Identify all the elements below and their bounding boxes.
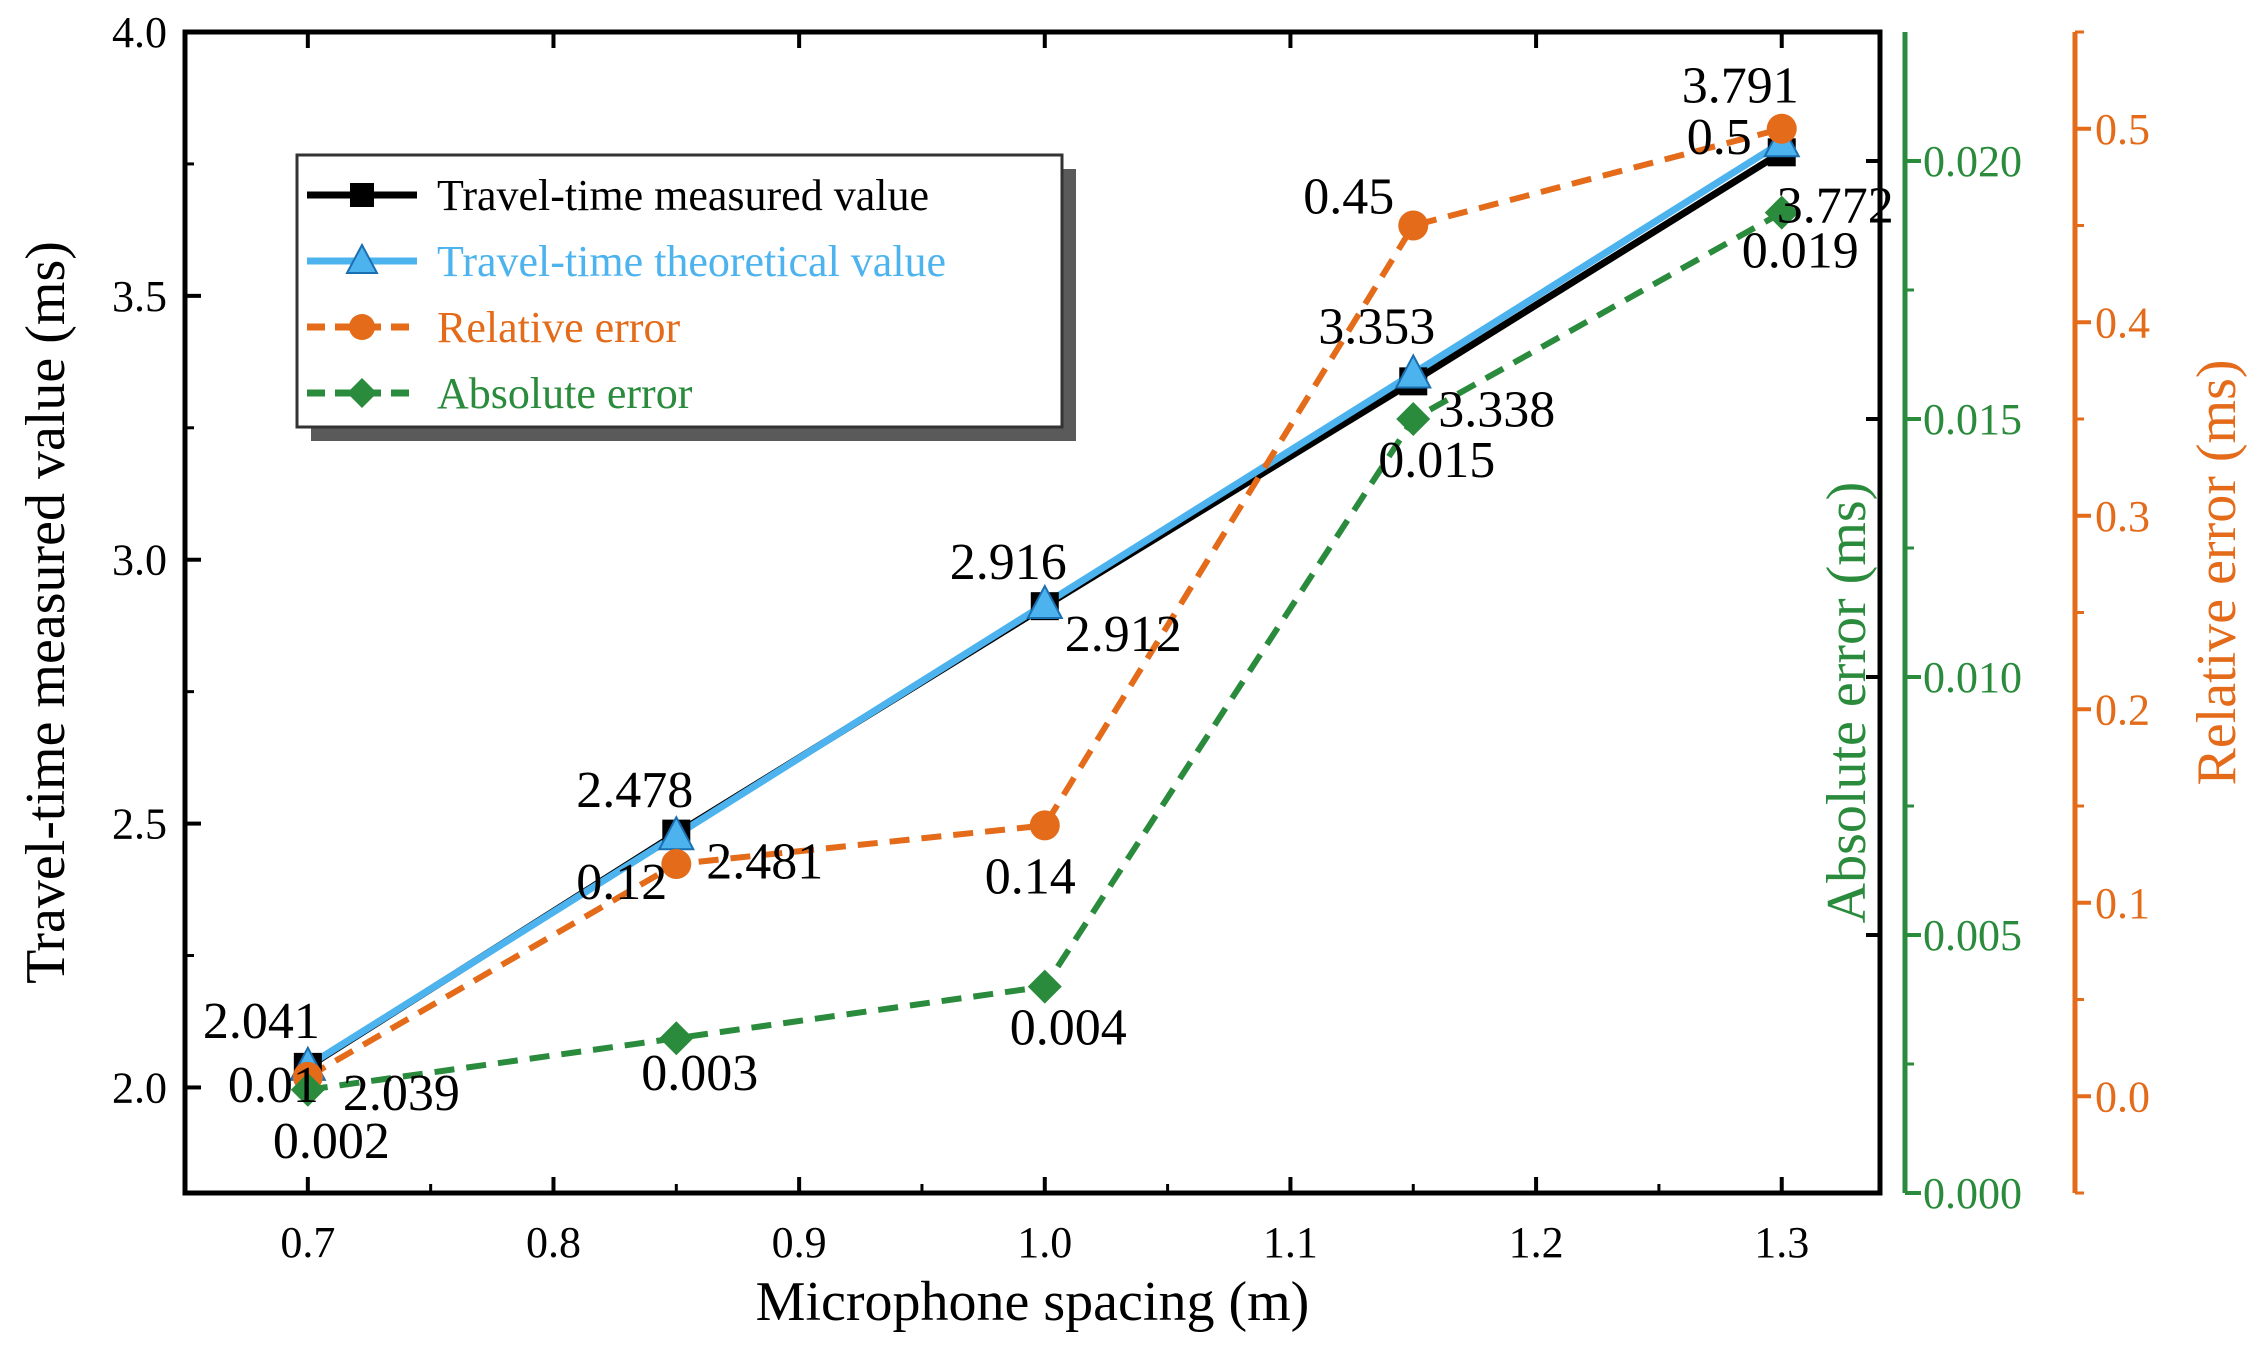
data-label-2-4: 0.5 bbox=[1687, 109, 1752, 166]
rel-tick-label-2: 0.2 bbox=[2095, 685, 2150, 734]
abs-tick-label-0: 0.000 bbox=[1923, 1169, 2022, 1218]
data-label-2-3: 0.45 bbox=[1303, 169, 1394, 226]
rel-tick-label-5: 0.5 bbox=[2095, 105, 2150, 154]
data-label-3-4: 0.019 bbox=[1742, 223, 1859, 280]
data-label-1-2: 2.916 bbox=[950, 534, 1067, 591]
x-axis-title: Microphone spacing (m) bbox=[756, 1271, 1310, 1333]
x-tick-label-2: 0.9 bbox=[772, 1218, 827, 1267]
x-tick-label-1: 0.8 bbox=[526, 1218, 581, 1267]
data-label-3-1: 0.003 bbox=[641, 1045, 758, 1102]
data-label-1-4: 3.791 bbox=[1682, 57, 1799, 114]
legend-marker-2 bbox=[349, 314, 375, 340]
data-label-1-3: 3.353 bbox=[1318, 298, 1435, 355]
data-point-2-1 bbox=[661, 849, 692, 880]
y-left-tick-label-0: 2.0 bbox=[112, 1063, 167, 1112]
x-tick-label-4: 1.1 bbox=[1263, 1218, 1318, 1267]
legend-label-3: Absolute error bbox=[437, 369, 693, 418]
data-point-2-4 bbox=[1766, 113, 1797, 144]
rel-tick-label-0: 0.0 bbox=[2095, 1072, 2150, 1121]
plot-frame bbox=[182, 29, 1883, 1196]
legend-marker-0 bbox=[350, 183, 374, 207]
data-point-3-3 bbox=[1396, 402, 1431, 436]
data-label-0-3: 3.338 bbox=[1438, 381, 1555, 438]
data-point-3-0 bbox=[290, 1072, 325, 1107]
y-left-tick-label-2: 3.0 bbox=[112, 536, 167, 585]
data-label-0-4: 3.772 bbox=[1777, 177, 1894, 234]
data-label-3-3: 0.015 bbox=[1378, 432, 1495, 489]
legend-label-0: Travel-time measured value bbox=[437, 171, 929, 220]
x-tick-label-0: 0.7 bbox=[280, 1218, 335, 1267]
rel-tick-label-3: 0.3 bbox=[2095, 492, 2150, 541]
data-label-0-2: 2.912 bbox=[1065, 606, 1182, 663]
data-label-1-0: 2.041 bbox=[203, 993, 320, 1050]
y-left-tick-label-3: 3.5 bbox=[112, 272, 167, 321]
y-left-tick-label-4: 4.0 bbox=[112, 8, 167, 57]
data-label-0-0: 2.039 bbox=[343, 1065, 460, 1122]
x-tick-label-3: 1.0 bbox=[1017, 1218, 1072, 1267]
rel-axis-title: Relative error (ms) bbox=[2186, 359, 2248, 785]
abs-tick-label-2: 0.010 bbox=[1923, 653, 2022, 702]
abs-axis-title: Absolute error (ms) bbox=[1816, 482, 1878, 924]
legend-box bbox=[295, 153, 1064, 429]
data-label-3-2: 0.004 bbox=[1010, 1000, 1127, 1057]
y-left-axis-title: Travel-time measured value (ms) bbox=[15, 241, 77, 984]
data-label-2-2: 0.14 bbox=[985, 848, 1076, 905]
data-label-2-0: 0.01 bbox=[228, 1057, 319, 1114]
rel-tick-label-4: 0.4 bbox=[2095, 298, 2150, 347]
abs-tick-label-3: 0.015 bbox=[1923, 395, 2022, 444]
y-left-tick-label-1: 2.5 bbox=[112, 800, 167, 849]
data-point-3-2 bbox=[1027, 969, 1062, 1004]
data-point-2-2 bbox=[1029, 810, 1060, 841]
legend-label-1: Travel-time theoretical value bbox=[437, 237, 946, 286]
abs-tick-label-4: 0.020 bbox=[1923, 137, 2022, 186]
data-point-2-3 bbox=[1398, 210, 1429, 241]
x-tick-label-6: 1.3 bbox=[1754, 1218, 1809, 1267]
rel-tick-label-1: 0.1 bbox=[2095, 879, 2150, 928]
data-point-3-4 bbox=[1764, 195, 1799, 230]
data-label-0-1: 2.481 bbox=[706, 834, 823, 891]
legend-marker-1 bbox=[345, 242, 379, 274]
data-label-1-1: 2.478 bbox=[576, 762, 693, 819]
legend-label-2: Relative error bbox=[437, 303, 680, 352]
legend-marker-3 bbox=[347, 378, 377, 408]
data-point-3-1 bbox=[659, 1021, 694, 1056]
data-label-2-1: 0.12 bbox=[576, 854, 667, 911]
abs-tick-label-1: 0.005 bbox=[1923, 911, 2022, 960]
x-tick-label-5: 1.2 bbox=[1509, 1218, 1564, 1267]
data-label-3-0: 0.002 bbox=[273, 1113, 390, 1170]
data-point-1-3 bbox=[1394, 353, 1432, 389]
data-point-1-2 bbox=[1026, 583, 1064, 620]
